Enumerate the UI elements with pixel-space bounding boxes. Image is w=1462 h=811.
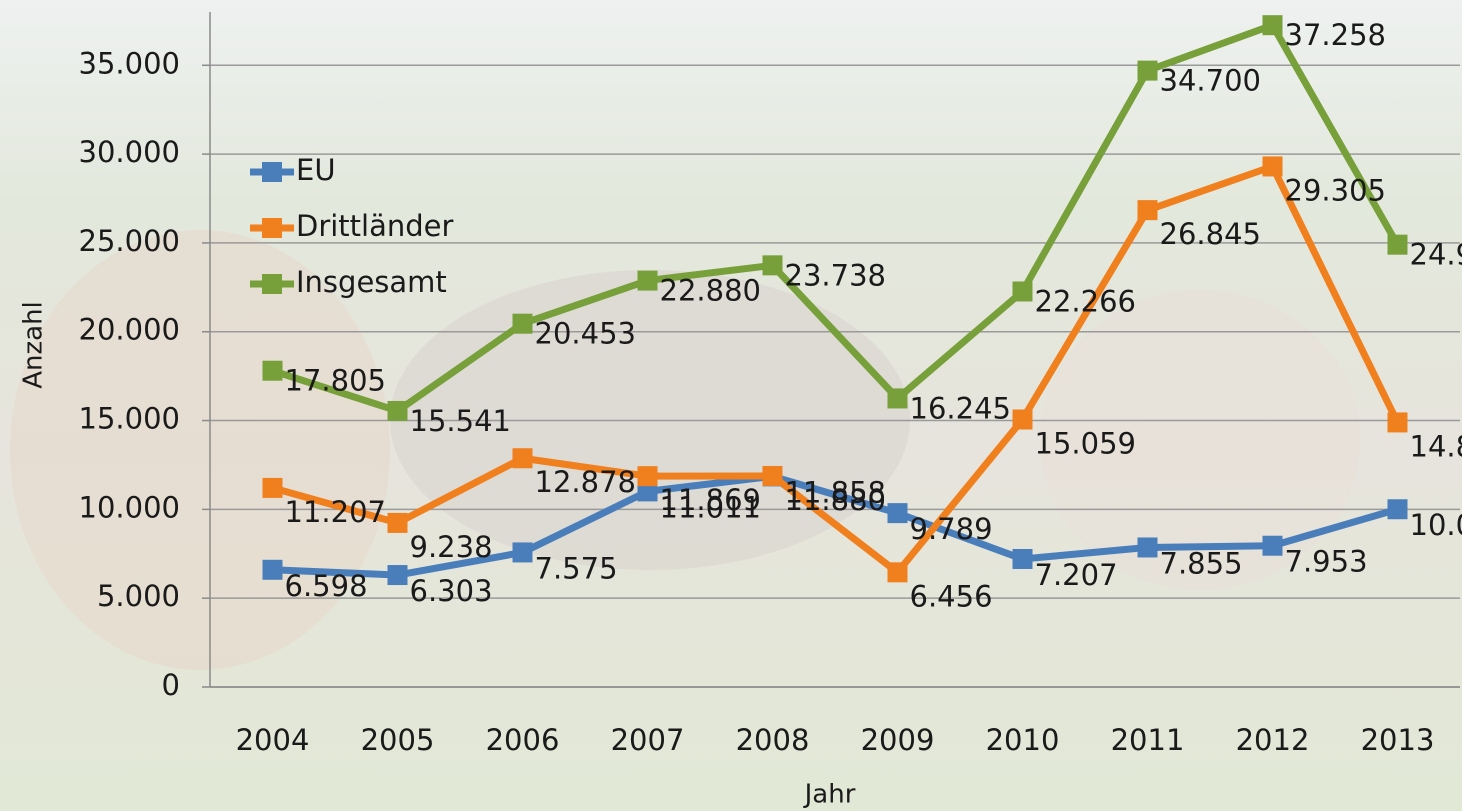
marker — [763, 255, 783, 275]
y-tick-label: 0 — [162, 668, 180, 702]
marker — [388, 565, 408, 585]
y-tick-label: 5.000 — [97, 579, 180, 613]
data-label: 15.541 — [410, 404, 511, 438]
data-label: 9.238 — [410, 530, 493, 564]
legend-label: Drittländer — [296, 209, 454, 243]
legend-marker — [262, 274, 282, 294]
marker — [263, 560, 283, 580]
y-tick-label: 30.000 — [79, 135, 180, 169]
legend-label: EU — [296, 153, 336, 187]
data-label: 22.266 — [1035, 284, 1136, 318]
y-tick-label: 20.000 — [79, 313, 180, 347]
marker — [638, 271, 658, 291]
data-label: 24.901 — [1410, 238, 1462, 272]
data-label: 12.878 — [535, 465, 636, 499]
data-label: 29.305 — [1285, 173, 1386, 207]
y-tick-label: 25.000 — [79, 224, 180, 258]
y-tick-label: 10.000 — [79, 490, 180, 524]
data-label: 7.575 — [535, 551, 618, 585]
marker — [1013, 281, 1033, 301]
marker — [263, 361, 283, 381]
x-tick-label: 2004 — [236, 723, 310, 757]
legend-label: Insgesamt — [296, 265, 447, 299]
x-axis-title: Jahr — [803, 780, 856, 810]
marker — [1263, 536, 1283, 556]
marker — [1263, 15, 1283, 35]
x-tick-label: 2006 — [486, 723, 560, 757]
x-tick-label: 2011 — [1111, 723, 1185, 757]
data-label: 11.207 — [285, 495, 386, 529]
marker — [1138, 61, 1158, 81]
data-label: 10.007 — [1410, 508, 1462, 542]
marker — [1263, 156, 1283, 176]
data-label: 7.953 — [1285, 545, 1368, 579]
marker — [513, 448, 533, 468]
legend-marker — [262, 162, 282, 182]
data-label: 14.894 — [1410, 429, 1462, 463]
data-label: 20.453 — [535, 317, 636, 351]
data-label: 6.303 — [410, 574, 493, 608]
marker — [888, 388, 908, 408]
marker — [1388, 235, 1408, 255]
marker — [1013, 549, 1033, 569]
x-tick-label: 2007 — [611, 723, 685, 757]
marker — [888, 562, 908, 582]
x-tick-label: 2010 — [986, 723, 1060, 757]
data-label: 7.855 — [1160, 546, 1243, 580]
marker — [888, 503, 908, 523]
data-label: 7.207 — [1035, 558, 1118, 592]
marker — [388, 401, 408, 421]
x-tick-label: 2005 — [361, 723, 435, 757]
marker — [1138, 200, 1158, 220]
marker — [1013, 410, 1033, 430]
x-tick-label: 2008 — [736, 723, 810, 757]
data-label: 22.880 — [660, 274, 761, 308]
x-tick-label: 2012 — [1236, 723, 1310, 757]
data-label: 11.869 — [660, 483, 761, 517]
data-label: 17.805 — [285, 364, 386, 398]
legend-marker — [262, 218, 282, 238]
marker — [388, 513, 408, 533]
data-label: 23.738 — [785, 258, 886, 292]
data-label: 6.456 — [910, 579, 993, 613]
marker — [763, 466, 783, 486]
marker — [513, 314, 533, 334]
y-tick-label: 35.000 — [79, 46, 180, 80]
x-tick-label: 2013 — [1361, 723, 1435, 757]
data-label: 11.880 — [785, 483, 886, 517]
data-label: 37.258 — [1285, 18, 1386, 52]
data-label: 6.598 — [285, 569, 368, 603]
data-label: 15.059 — [1035, 427, 1136, 461]
marker — [263, 478, 283, 498]
x-tick-label: 2009 — [861, 723, 935, 757]
marker — [1388, 499, 1408, 519]
marker — [1138, 537, 1158, 557]
data-label: 16.245 — [910, 391, 1011, 425]
chart: Anzahl Jahr 0 5.000 10.000 15.000 20.000 25.0… — [0, 0, 1462, 811]
marker — [638, 466, 658, 486]
data-label: 26.845 — [1160, 217, 1261, 251]
y-tick-label: 15.000 — [79, 402, 180, 436]
data-label: 34.700 — [1160, 64, 1261, 98]
y-axis-title: Anzahl — [19, 301, 49, 389]
marker — [1388, 412, 1408, 432]
data-label: 9.789 — [910, 512, 993, 546]
marker — [513, 542, 533, 562]
